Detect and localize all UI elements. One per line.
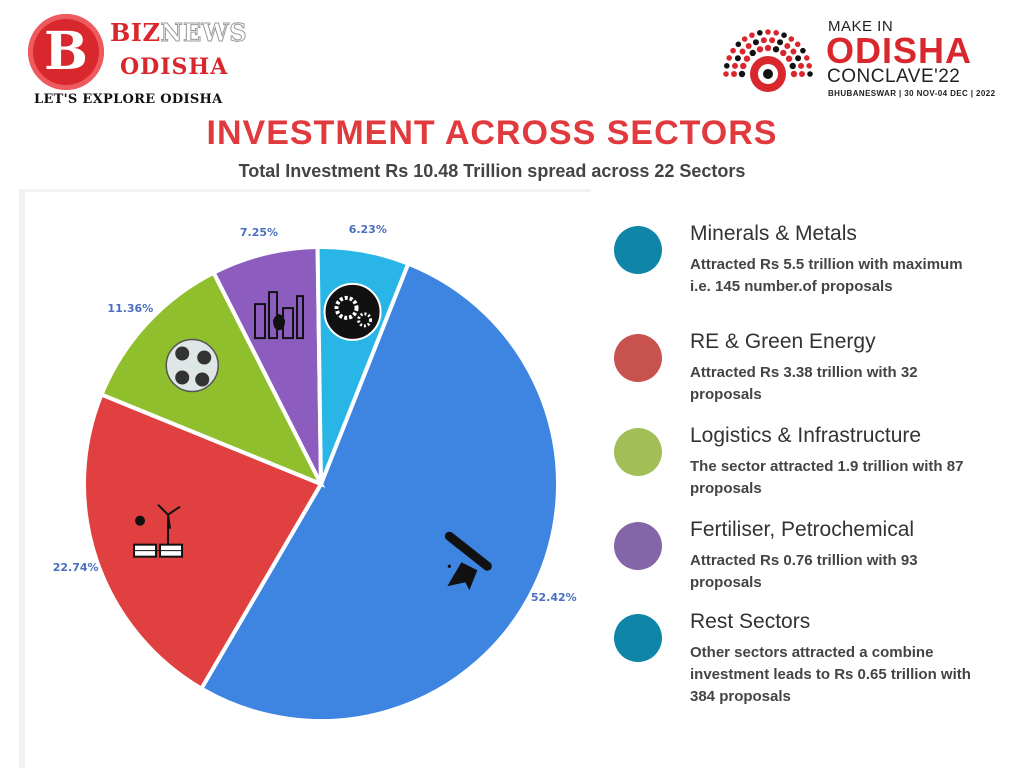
legend-label: Minerals & Metals xyxy=(690,222,857,245)
legend-description: Other sectors attracted a combine invest… xyxy=(690,644,971,705)
legend-swatch xyxy=(614,334,662,382)
biznews-tagline: LET'S EXPLORE ODISHA xyxy=(34,92,223,107)
legend-swatch xyxy=(614,428,662,476)
slice-percent-label: 6.23% xyxy=(348,222,387,236)
slice-fertiliser-petrochemical xyxy=(210,244,323,485)
slice-percent-label: 22.74% xyxy=(52,560,99,574)
slice-percent-label: 11.36% xyxy=(107,302,154,316)
chart-subtitle: Total Investment Rs 10.48 Trillion sprea… xyxy=(238,161,746,181)
make-in-odisha-logo: MAKE IN ODISHA CONCLAVE'22 BHUBANESWAR |… xyxy=(718,14,995,110)
biznews-wordmark: BIZNEWS xyxy=(110,18,248,48)
solar-wind-icon xyxy=(133,503,184,558)
legend-swatch xyxy=(614,522,662,570)
biznews-odisha-logo: B BIZNEWS ODISHA LET'S EXPLORE ODISHA xyxy=(24,8,248,112)
slice-minerals-metals xyxy=(198,261,560,723)
logistics-icon xyxy=(165,338,219,393)
slice-re-green-energy xyxy=(82,391,324,692)
petrochemical-icon xyxy=(254,291,305,340)
mining-icon xyxy=(444,531,492,591)
legend-label: RE & Green Energy xyxy=(690,330,876,353)
investment-pie-chart xyxy=(82,244,560,723)
legend-description: Attracted Rs 3.38 trillion with 32 propo… xyxy=(690,364,918,403)
legend-description: The sector attracted 1.9 trillion with 8… xyxy=(690,458,964,497)
legend-swatch xyxy=(614,226,662,274)
panel-border xyxy=(19,190,25,768)
slice-percent-label: 7.25% xyxy=(239,226,279,240)
gears-icon xyxy=(323,282,382,341)
legend-label: Rest Sectors xyxy=(690,610,811,633)
biznews-odisha-word: ODISHA xyxy=(120,54,229,80)
legend-swatch xyxy=(614,614,662,662)
biznews-b-emblem: B xyxy=(28,14,104,90)
slice-percent-label: 52.42% xyxy=(530,590,577,604)
legend-description: Attracted Rs 0.76 trillion with 93 propo… xyxy=(690,552,918,591)
legend-description: Attracted Rs 5.5 trillion with maximum i… xyxy=(690,256,963,295)
dotted-sun-emblem-icon xyxy=(723,29,813,92)
chart-title: INVESTMENT ACROSS SECTORS xyxy=(206,114,778,152)
legend-label: Fertiliser, Petrochemical xyxy=(690,518,915,541)
panel-border-top xyxy=(19,189,591,192)
legend-label: Logistics & Infrastructure xyxy=(690,424,922,447)
